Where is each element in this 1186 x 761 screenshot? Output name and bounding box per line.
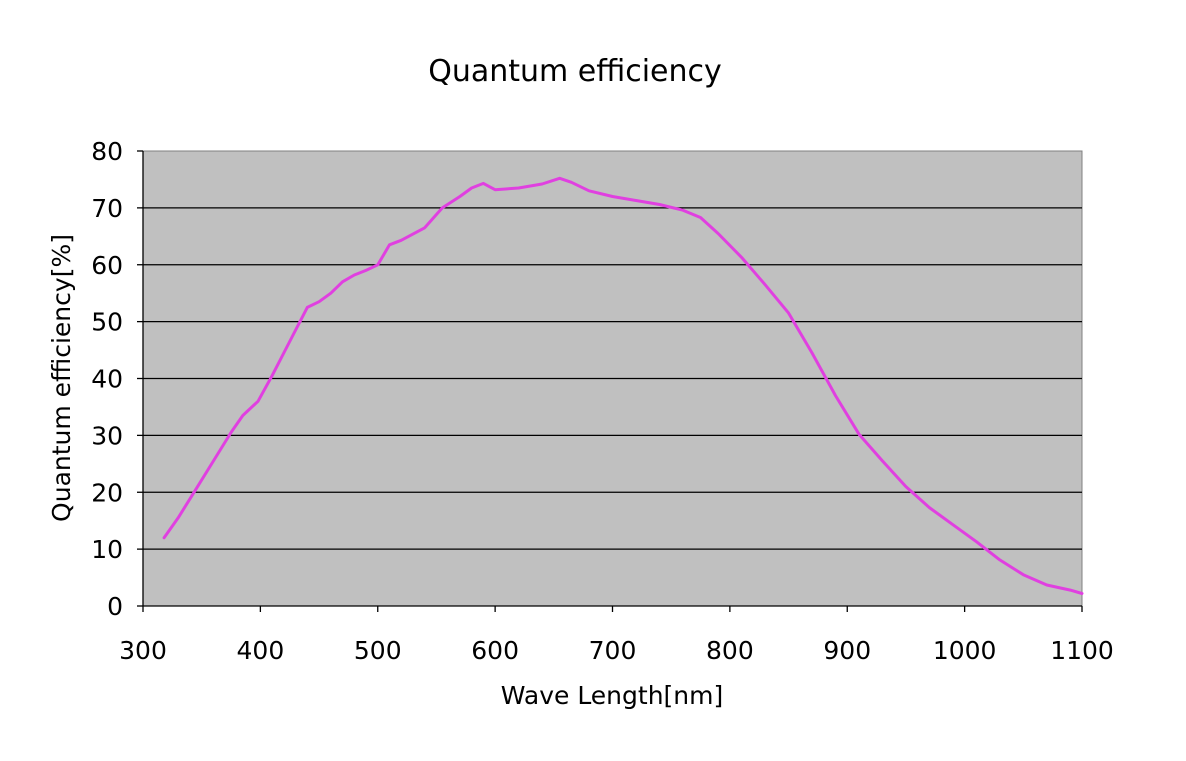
y-tick-label-70: 70 <box>91 194 123 223</box>
x-tick-label-900: 900 <box>823 636 871 665</box>
y-tick-label-20: 20 <box>91 478 123 507</box>
y-tick-labels: 0 10 20 30 40 50 60 70 80 <box>91 137 123 621</box>
y-tick-label-10: 10 <box>91 535 123 564</box>
x-tick-label-600: 600 <box>471 636 519 665</box>
y-tick-label-0: 0 <box>107 592 123 621</box>
y-axis-label: Quantum efficiency[%] <box>47 234 76 522</box>
x-tick-label-800: 800 <box>706 636 754 665</box>
x-tick-label-500: 500 <box>354 636 402 665</box>
x-tick-label-700: 700 <box>589 636 637 665</box>
y-tick-label-40: 40 <box>91 365 123 394</box>
series-line-0 <box>162 176 1084 595</box>
y-tick-label-80: 80 <box>91 137 123 166</box>
x-tick-labels: 300 400 500 600 700 800 900 1000 1100 <box>119 636 1114 665</box>
x-tick-label-300: 300 <box>119 636 167 665</box>
y-tick-label-30: 30 <box>91 421 123 450</box>
x-axis-label: Wave Length[nm] <box>501 681 724 710</box>
chart-title: Quantum efficiency <box>428 54 722 89</box>
y-tick-label-50: 50 <box>91 308 123 337</box>
y-tick-label-60: 60 <box>91 251 123 280</box>
x-tick-label-1000: 1000 <box>933 636 997 665</box>
x-tick-label-400: 400 <box>237 636 285 665</box>
series-layer <box>162 176 1084 595</box>
axes <box>137 150 1083 612</box>
x-tick-label-1100: 1100 <box>1050 636 1114 665</box>
